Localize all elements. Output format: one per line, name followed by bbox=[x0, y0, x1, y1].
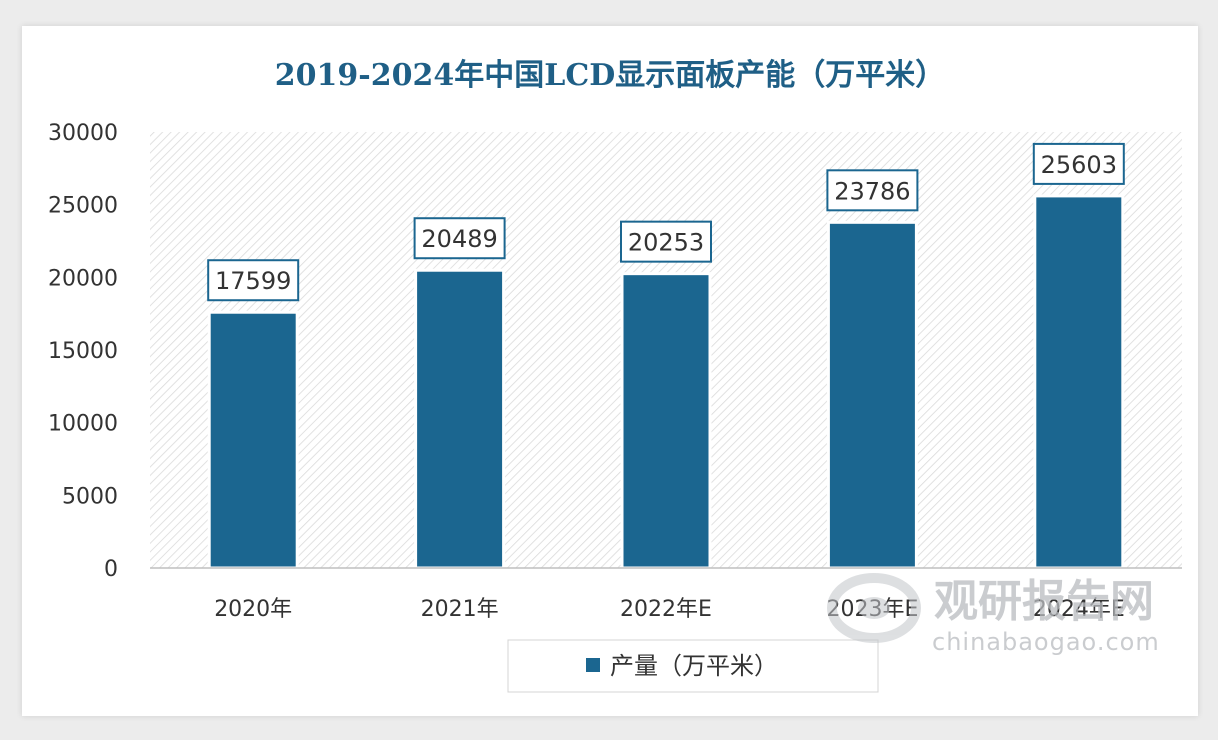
y-tick-label: 30000 bbox=[48, 121, 118, 146]
legend-box bbox=[507, 639, 879, 693]
y-tick-label: 5000 bbox=[62, 484, 118, 509]
bars bbox=[207, 194, 1125, 570]
data-label-box bbox=[207, 259, 300, 302]
legend-label: 产量（万平米） bbox=[610, 652, 778, 680]
legend: 产量（万平米） bbox=[507, 639, 879, 693]
watermark-logo-icon bbox=[827, 573, 921, 643]
y-tick-label: 0 bbox=[104, 557, 118, 582]
y-tick-label: 15000 bbox=[48, 339, 118, 364]
y-tick-label: 20000 bbox=[48, 266, 118, 291]
x-tick-label: 2020年 bbox=[214, 597, 292, 622]
bar bbox=[620, 272, 712, 570]
data-label: 25603 bbox=[1041, 151, 1117, 179]
y-tick-label: 25000 bbox=[48, 194, 118, 219]
watermark: 观研报告网 chinabaogao.com bbox=[827, 573, 1160, 656]
watermark-brand-en: chinabaogao.com bbox=[932, 628, 1160, 656]
x-tick-label: 2024年E bbox=[1033, 597, 1125, 622]
legend-swatch bbox=[586, 658, 600, 672]
bar bbox=[826, 220, 918, 570]
data-label-box bbox=[1032, 142, 1125, 185]
data-label: 23786 bbox=[834, 177, 910, 205]
data-labels: 17599 20489 20253 23786 25603 bbox=[207, 142, 1125, 302]
y-axis-ticks: 0 5000 10000 15000 20000 25000 30000 bbox=[48, 121, 118, 582]
data-label-box bbox=[826, 169, 919, 212]
chart-title: 2019-2024年中国LCD显示面板产能（万平米） bbox=[275, 58, 945, 93]
x-tick-label: 2022年E bbox=[620, 597, 712, 622]
y-tick-label: 10000 bbox=[48, 412, 118, 437]
data-label: 20253 bbox=[628, 229, 704, 257]
data-label: 17599 bbox=[215, 267, 291, 295]
data-label: 20489 bbox=[421, 225, 497, 253]
data-label-box bbox=[413, 217, 506, 260]
x-tick-label: 2021年 bbox=[421, 597, 499, 622]
bar bbox=[1033, 194, 1125, 570]
watermark-brand-cn: 观研报告网 bbox=[934, 576, 1154, 627]
bar bbox=[207, 310, 299, 570]
bar-chart: 2019-2024年中国LCD显示面板产能（万平米） 0 5000 10000 150… bbox=[48, 58, 1182, 693]
chart-card: 2019-2024年中国LCD显示面板产能（万平米） 0 5000 10000 150… bbox=[22, 26, 1198, 716]
bar bbox=[414, 268, 506, 570]
data-label-box bbox=[620, 220, 712, 263]
